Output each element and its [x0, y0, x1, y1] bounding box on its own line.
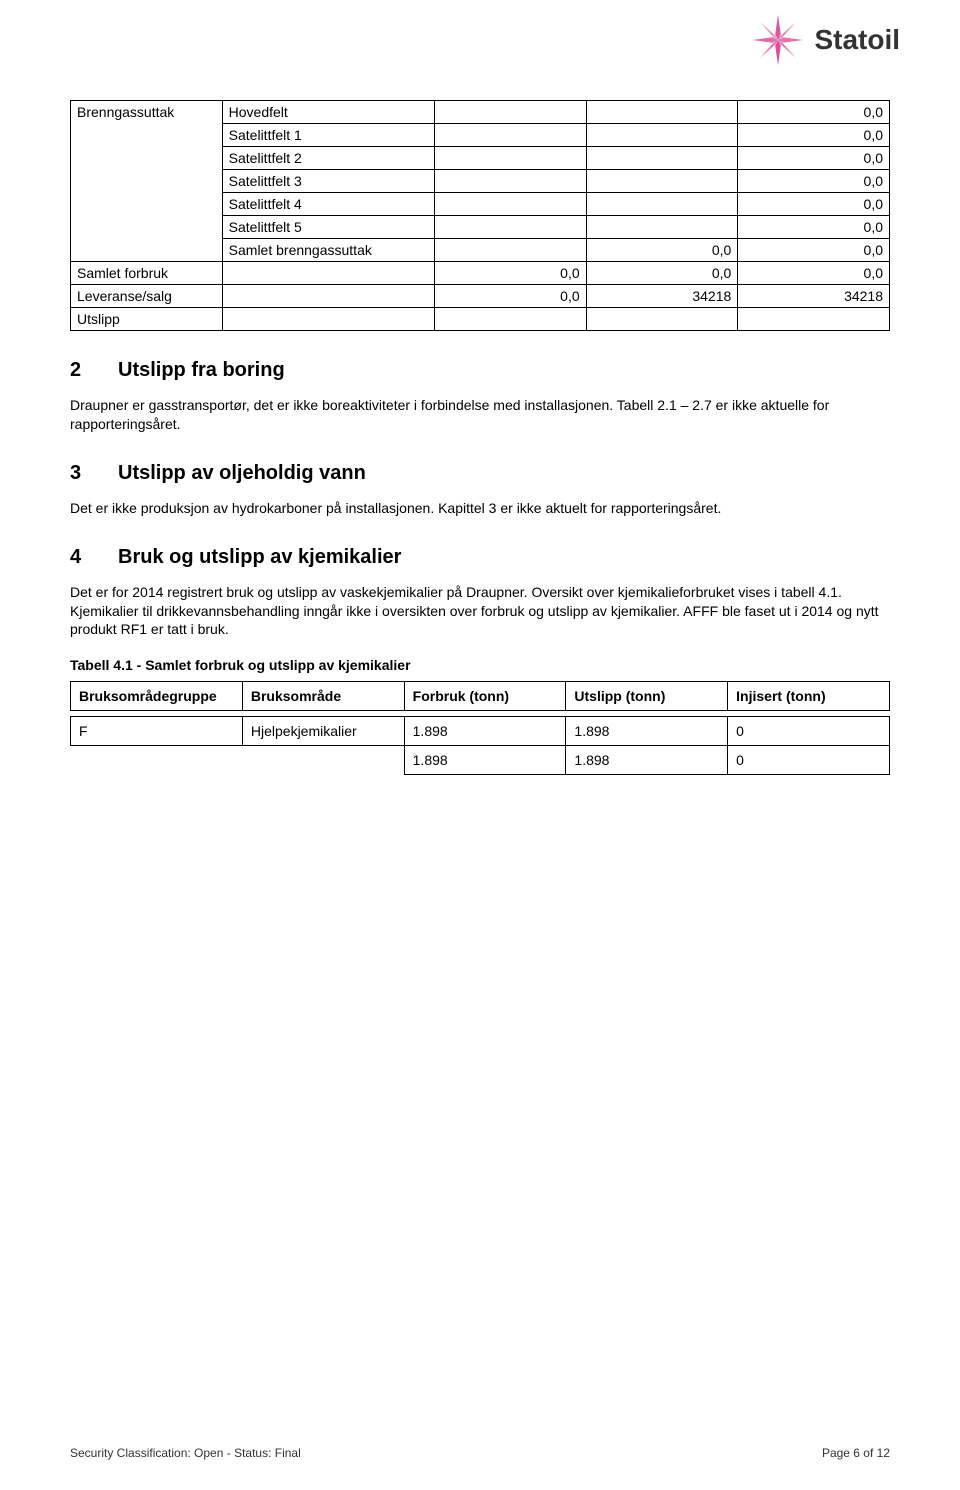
cell: [738, 308, 890, 331]
table-4-1-caption: Tabell 4.1 - Samlet forbruk og utslipp a…: [70, 657, 890, 673]
cell: 0,0: [738, 101, 890, 124]
table-row: Samlet forbruk 0,0 0,0 0,0: [71, 262, 890, 285]
cell: 1.898: [566, 746, 728, 775]
page-footer: Security Classification: Open - Status: …: [70, 1446, 890, 1460]
section-num: 4: [70, 546, 118, 569]
cell: Brenngassuttak: [71, 101, 223, 124]
cell: 0,0: [586, 239, 738, 262]
cell: Satelittfelt 2: [222, 147, 434, 170]
section-num: 3: [70, 462, 118, 485]
cell: Hjelpekjemikalier: [242, 717, 404, 746]
table-row: Brenngassuttak Hovedfelt 0,0: [71, 101, 890, 124]
table-row: Leveranse/salg 0,0 34218 34218: [71, 285, 890, 308]
section-2-heading: 2Utslipp fra boring: [70, 359, 890, 382]
cell: [71, 170, 223, 193]
section-3-body: Det er ikke produksjon av hydrokarboner …: [70, 499, 890, 518]
cell: 0: [728, 717, 890, 746]
table-row: Satelittfelt 1 0,0: [71, 124, 890, 147]
col-header: Forbruk (tonn): [404, 682, 566, 711]
cell: [434, 124, 586, 147]
col-header: Bruksområdegruppe: [71, 682, 243, 711]
cell: [434, 101, 586, 124]
cell: 1.898: [404, 746, 566, 775]
section-num: 2: [70, 359, 118, 382]
cell: 0,0: [738, 262, 890, 285]
footer-right: Page 6 of 12: [822, 1446, 890, 1460]
cell: [586, 216, 738, 239]
cell: [71, 147, 223, 170]
table-row: Satelittfelt 5 0,0: [71, 216, 890, 239]
table-row: Satelittfelt 4 0,0: [71, 193, 890, 216]
cell: [71, 746, 243, 775]
cell: Satelittfelt 1: [222, 124, 434, 147]
cell: 0,0: [738, 193, 890, 216]
cell: [586, 170, 738, 193]
section-4-body: Det er for 2014 registrert bruk og utsli…: [70, 583, 890, 640]
cell: [434, 193, 586, 216]
cell: 0,0: [738, 216, 890, 239]
section-3-heading: 3Utslipp av oljeholdig vann: [70, 462, 890, 485]
cell: 0,0: [434, 285, 586, 308]
cell: [434, 170, 586, 193]
cell: [242, 746, 404, 775]
section-4-heading: 4Bruk og utslipp av kjemikalier: [70, 546, 890, 569]
star-icon: [750, 12, 806, 68]
cell: 0,0: [738, 239, 890, 262]
cell: [586, 101, 738, 124]
cell: [71, 193, 223, 216]
cell: Satelittfelt 5: [222, 216, 434, 239]
cell: [222, 308, 434, 331]
cell: [434, 216, 586, 239]
cell: 34218: [586, 285, 738, 308]
table-row: Samlet brenngassuttak 0,0 0,0: [71, 239, 890, 262]
cell: Hovedfelt: [222, 101, 434, 124]
section-title: Bruk og utslipp av kjemikalier: [118, 546, 401, 568]
section-title: Utslipp fra boring: [118, 359, 285, 381]
cell: Utslipp: [71, 308, 223, 331]
cell: F: [71, 717, 243, 746]
table-row: F Hjelpekjemikalier 1.898 1.898 0: [71, 717, 890, 746]
cell: [434, 308, 586, 331]
cell: 1.898: [404, 717, 566, 746]
cell: [71, 239, 223, 262]
cell: [434, 147, 586, 170]
cell: 0,0: [738, 170, 890, 193]
table-total-row: 1.898 1.898 0: [71, 746, 890, 775]
section-2-body: Draupner er gasstransportør, det er ikke…: [70, 396, 890, 434]
cell: 0,0: [738, 124, 890, 147]
cell: [434, 239, 586, 262]
logo-text: Statoil: [814, 24, 900, 56]
table-header-row: Bruksområdegruppe Bruksområde Forbruk (t…: [71, 682, 890, 711]
cell: [586, 124, 738, 147]
table-row: Satelittfelt 2 0,0: [71, 147, 890, 170]
cell: Leveranse/salg: [71, 285, 223, 308]
brenngass-table: Brenngassuttak Hovedfelt 0,0 Satelittfel…: [70, 100, 890, 331]
kjemikalier-table: Bruksområdegruppe Bruksområde Forbruk (t…: [70, 681, 890, 775]
cell: [71, 216, 223, 239]
cell: 0,0: [738, 147, 890, 170]
cell: Samlet forbruk: [71, 262, 223, 285]
cell: [586, 193, 738, 216]
cell: [71, 124, 223, 147]
footer-left: Security Classification: Open - Status: …: [70, 1446, 301, 1460]
cell: Satelittfelt 3: [222, 170, 434, 193]
cell: [586, 308, 738, 331]
col-header: Utslipp (tonn): [566, 682, 728, 711]
cell: [586, 147, 738, 170]
statoil-logo: Statoil: [750, 12, 900, 68]
cell: 0,0: [586, 262, 738, 285]
cell: Samlet brenngassuttak: [222, 239, 434, 262]
table-row: Satelittfelt 3 0,0: [71, 170, 890, 193]
cell: Satelittfelt 4: [222, 193, 434, 216]
cell: 0: [728, 746, 890, 775]
cell: 0,0: [434, 262, 586, 285]
col-header: Bruksområde: [242, 682, 404, 711]
section-title: Utslipp av oljeholdig vann: [118, 462, 366, 484]
cell: [222, 285, 434, 308]
table-row: Utslipp: [71, 308, 890, 331]
col-header: Injisert (tonn): [728, 682, 890, 711]
cell: 34218: [738, 285, 890, 308]
cell: 1.898: [566, 717, 728, 746]
cell: [222, 262, 434, 285]
